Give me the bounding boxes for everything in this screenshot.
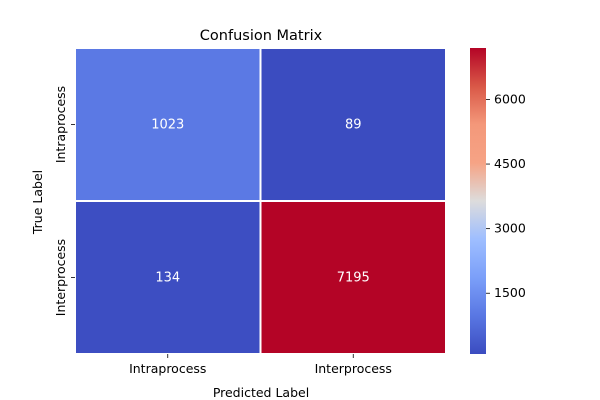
- heatmap-cell-1-0: [74, 200, 262, 355]
- colorbar-tick-label-0: 1500: [494, 285, 526, 300]
- y-axis-label: True Label: [30, 170, 45, 235]
- x-tick-label-0: Intraprocess: [129, 361, 206, 376]
- colorbar-ticks: 1500 3000 4500 6000: [486, 91, 526, 300]
- heatmap-cell-0-0: [74, 47, 262, 202]
- colorbar-tick-label-1: 3000: [494, 221, 526, 236]
- heatmap-cells: [74, 47, 447, 355]
- y-axis-ticks: Intraprocess Interprocess: [53, 86, 75, 316]
- heatmap-cell-1-1: [259, 200, 447, 355]
- heatmap-cell-0-1: [259, 47, 447, 202]
- x-tick-label-1: Interprocess: [315, 361, 392, 376]
- cell-value-1-0: 134: [155, 271, 180, 286]
- cell-value-0-0: 1023: [151, 118, 184, 133]
- y-tick-label-1: Interprocess: [53, 239, 68, 316]
- colorbar-tick-label-2: 4500: [494, 156, 526, 171]
- heatmap-cell-labels: 1023 89 134 7195: [151, 118, 370, 286]
- cell-value-1-1: 7195: [337, 271, 370, 286]
- colorbar: 1500 3000 4500 6000: [470, 48, 526, 354]
- y-tick-label-0: Intraprocess: [53, 86, 68, 163]
- cell-value-0-1: 89: [345, 118, 362, 133]
- x-axis-label: Predicted Label: [213, 385, 309, 400]
- chart-title: Confusion Matrix: [200, 28, 323, 44]
- colorbar-tick-label-3: 6000: [494, 91, 526, 106]
- colorbar-gradient: [470, 48, 486, 354]
- x-axis-ticks: Intraprocess Interprocess: [129, 354, 392, 376]
